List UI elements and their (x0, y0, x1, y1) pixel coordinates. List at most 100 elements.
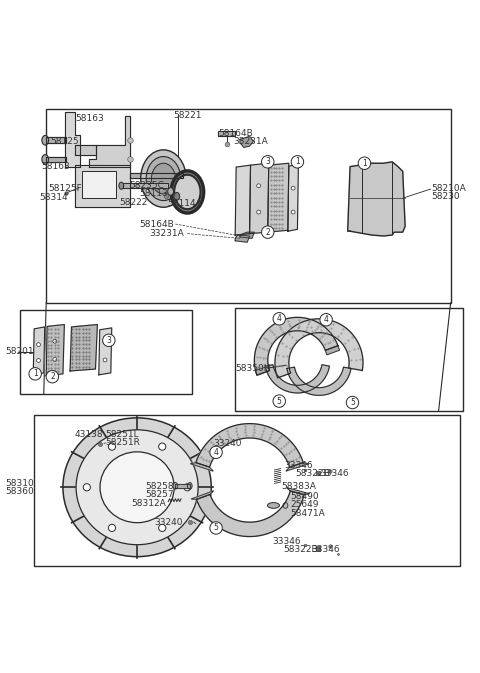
Polygon shape (240, 137, 253, 147)
Ellipse shape (76, 430, 198, 544)
Text: 58113: 58113 (140, 189, 168, 198)
Polygon shape (130, 173, 182, 178)
Text: 5: 5 (350, 398, 355, 407)
Ellipse shape (283, 503, 288, 508)
Text: 58312A: 58312A (131, 499, 166, 508)
Text: 5: 5 (277, 396, 282, 406)
Text: 58114A: 58114A (167, 199, 202, 208)
Polygon shape (196, 423, 303, 467)
Text: 3: 3 (107, 336, 111, 345)
Polygon shape (75, 145, 96, 155)
Ellipse shape (174, 175, 201, 209)
Text: 4: 4 (277, 314, 282, 323)
Text: 58201: 58201 (5, 347, 34, 356)
Circle shape (262, 226, 274, 238)
Polygon shape (191, 491, 214, 499)
Text: 58125: 58125 (50, 137, 79, 146)
Polygon shape (123, 183, 168, 188)
Text: 4: 4 (214, 448, 218, 457)
Polygon shape (287, 367, 351, 395)
Text: 5: 5 (214, 524, 218, 532)
Text: 58235C: 58235C (129, 181, 164, 190)
Polygon shape (235, 235, 250, 242)
Text: 58222: 58222 (120, 199, 148, 207)
Text: 33231A: 33231A (149, 229, 184, 238)
Ellipse shape (158, 524, 166, 532)
Text: 58163: 58163 (41, 162, 70, 171)
Circle shape (262, 155, 274, 168)
Circle shape (273, 312, 286, 325)
Polygon shape (275, 319, 363, 378)
Ellipse shape (184, 484, 191, 491)
Text: 25649: 25649 (290, 501, 319, 509)
Text: 58221: 58221 (173, 111, 202, 120)
Polygon shape (240, 232, 254, 238)
Ellipse shape (42, 135, 48, 145)
Text: 58383A: 58383A (282, 482, 316, 491)
Ellipse shape (141, 150, 186, 207)
Polygon shape (175, 484, 190, 488)
Text: 58164B: 58164B (218, 129, 253, 137)
Text: 58360: 58360 (5, 487, 34, 496)
Text: 58471A: 58471A (290, 509, 325, 518)
Circle shape (320, 314, 332, 326)
Polygon shape (250, 164, 269, 234)
Ellipse shape (180, 169, 187, 181)
Circle shape (210, 522, 222, 534)
Text: 58251R: 58251R (105, 437, 140, 447)
Text: 58322B: 58322B (283, 545, 318, 554)
Polygon shape (348, 162, 405, 236)
Ellipse shape (108, 443, 116, 450)
Polygon shape (65, 112, 80, 167)
Ellipse shape (187, 483, 192, 489)
Text: 58210A: 58210A (432, 184, 466, 192)
Text: 33346: 33346 (273, 537, 301, 546)
Text: 3: 3 (265, 157, 270, 166)
Text: 58164B: 58164B (140, 219, 174, 229)
Polygon shape (75, 165, 130, 207)
Circle shape (358, 157, 371, 170)
Bar (82, 172, 116, 198)
Circle shape (29, 367, 41, 380)
Polygon shape (46, 137, 66, 143)
Ellipse shape (174, 192, 180, 200)
Ellipse shape (168, 188, 173, 195)
Polygon shape (265, 365, 329, 393)
Text: 58310: 58310 (5, 479, 34, 488)
Text: 58163: 58163 (75, 114, 104, 123)
Text: 58125F: 58125F (48, 184, 82, 192)
Ellipse shape (257, 184, 261, 188)
Ellipse shape (36, 359, 40, 362)
Ellipse shape (36, 343, 40, 347)
Bar (316, 546, 321, 551)
Bar (34, 415, 460, 566)
Polygon shape (254, 318, 338, 375)
Bar (20, 310, 192, 394)
Circle shape (46, 370, 59, 383)
Ellipse shape (103, 341, 107, 344)
Ellipse shape (173, 483, 178, 489)
Polygon shape (70, 324, 97, 371)
Polygon shape (89, 116, 130, 167)
Circle shape (103, 334, 115, 347)
Text: 58230: 58230 (432, 192, 460, 201)
Ellipse shape (83, 484, 90, 491)
Text: 1: 1 (295, 157, 300, 166)
Polygon shape (287, 488, 310, 495)
Ellipse shape (267, 503, 279, 508)
Polygon shape (46, 324, 64, 376)
Text: 33346: 33346 (311, 545, 339, 554)
Bar (316, 470, 321, 475)
Text: 58257: 58257 (145, 490, 174, 499)
Ellipse shape (42, 155, 48, 164)
Polygon shape (268, 164, 289, 232)
Ellipse shape (53, 339, 57, 343)
Circle shape (210, 446, 222, 458)
Text: 58258: 58258 (145, 482, 174, 491)
Ellipse shape (291, 186, 295, 190)
Text: 1: 1 (33, 369, 37, 378)
Ellipse shape (146, 157, 180, 201)
Text: 58490: 58490 (290, 493, 319, 501)
Polygon shape (325, 346, 339, 355)
Text: 33346: 33346 (284, 461, 312, 470)
